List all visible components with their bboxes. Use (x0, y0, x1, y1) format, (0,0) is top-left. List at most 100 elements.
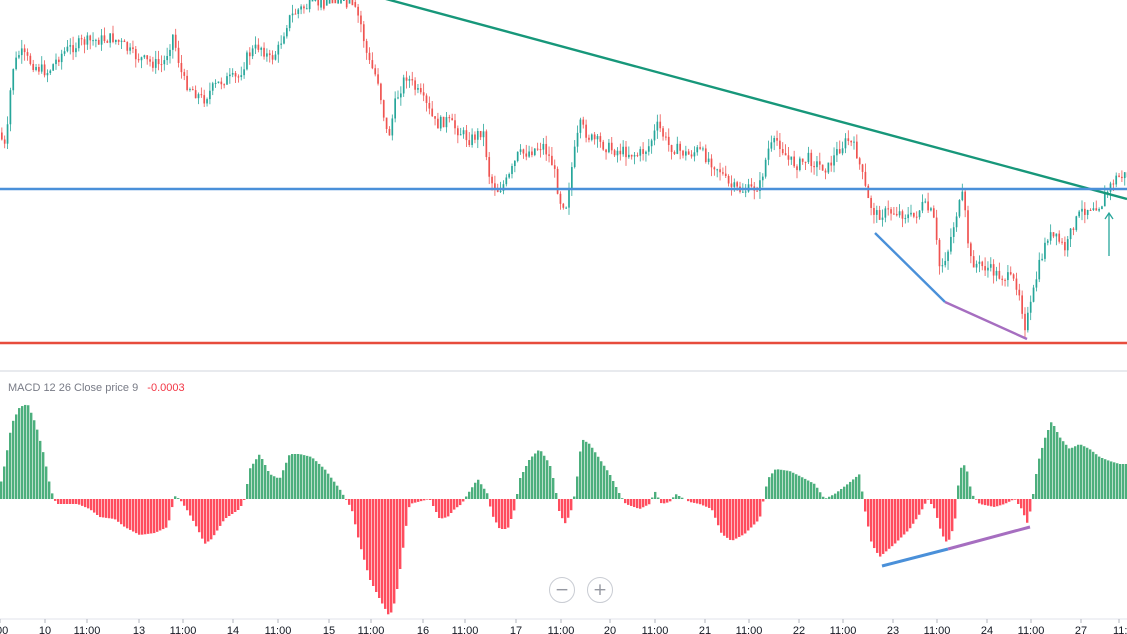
macd-bar (840, 489, 842, 499)
candle-body (628, 155, 630, 157)
candle-body (1095, 208, 1097, 210)
macd-bar (291, 454, 293, 499)
macd-bar (585, 442, 587, 499)
candle-body (751, 184, 753, 186)
macd-bar (174, 496, 176, 499)
macd-bar (528, 460, 530, 499)
candle-body (879, 210, 881, 220)
macd-bar (258, 455, 260, 499)
macd-bar (327, 474, 329, 499)
macd-bar (846, 484, 848, 499)
up-arrow-icon (1105, 213, 1113, 256)
candle-body (394, 98, 396, 118)
macd-bar (321, 467, 323, 499)
candle-body (996, 271, 998, 276)
price-divergence-line-2[interactable] (945, 302, 1027, 339)
price-divergence-line-1[interactable] (875, 233, 945, 302)
candle-body (121, 41, 123, 42)
candle-body (366, 41, 368, 53)
macd-bar (1113, 462, 1115, 499)
candle-body (383, 100, 385, 117)
macd-bar (963, 465, 965, 499)
macd-bar (1053, 426, 1055, 499)
time-axis-label: 15 (323, 625, 335, 634)
candle-body (1110, 183, 1112, 191)
macd-bar (513, 499, 515, 510)
candle-body (10, 90, 12, 124)
candle-body (81, 38, 83, 39)
candle-body (850, 141, 852, 142)
macd-bar (1011, 499, 1013, 500)
macd-bar (558, 499, 560, 511)
descending-trendline[interactable] (375, 0, 1127, 199)
macd-bar (1107, 460, 1109, 499)
candle-body (326, 0, 328, 6)
macd-bar (546, 460, 548, 499)
macd-bar (576, 477, 578, 500)
macd-bar (888, 499, 890, 549)
macd-bar (1101, 458, 1103, 499)
macd-bar (219, 499, 221, 526)
candle-body (1087, 210, 1089, 215)
candle-body (380, 84, 382, 100)
macd-bar (648, 499, 650, 504)
candle-body (582, 120, 584, 125)
candle-body (163, 60, 165, 64)
macd-bar (369, 499, 371, 580)
macd-bar (387, 499, 389, 614)
candle-body (933, 208, 935, 217)
candle-body (927, 201, 929, 210)
macd-bar (96, 499, 98, 515)
candle-body (514, 161, 516, 166)
macd-bar (252, 464, 254, 499)
macd-bar (621, 498, 623, 499)
time-axis-label: 11:00 (924, 625, 951, 634)
time-axis-label: 14 (227, 625, 239, 634)
macd-divergence-line-1[interactable] (882, 549, 948, 566)
candle-body (756, 191, 758, 192)
candle-body (243, 69, 245, 75)
macd-legend-label: MACD 12 26 Close price 9 (8, 382, 138, 394)
candle-body (488, 157, 490, 177)
macd-bar (72, 499, 74, 504)
macd-legend: MACD 12 26 Close price 9 -0.0003 (8, 382, 185, 394)
macd-bar (942, 499, 944, 537)
candle-body (1001, 279, 1003, 280)
macd-bar (582, 440, 584, 499)
candle-body (902, 211, 904, 218)
candle-body (258, 45, 260, 50)
macd-bar (717, 499, 719, 525)
macd-bar (819, 492, 821, 499)
candle-body (183, 72, 185, 76)
macd-bar (99, 499, 101, 517)
time-axis-label: 11:00 (736, 625, 763, 634)
macd-bar (837, 491, 839, 499)
macd-bar (903, 499, 905, 535)
zoom-out-button[interactable]: − (549, 577, 575, 603)
macd-bar (663, 499, 665, 503)
macd-bar (228, 499, 230, 516)
candle-body (126, 42, 128, 51)
candle-body (867, 186, 869, 198)
macd-bar (1047, 430, 1049, 499)
candle-body (112, 33, 114, 42)
macd-bar (735, 499, 737, 539)
candle-body (617, 151, 619, 155)
macd-bar (147, 499, 149, 534)
macd-bar (1017, 499, 1019, 504)
candle-body (696, 147, 698, 152)
candle-body (825, 171, 827, 173)
macd-bar (477, 480, 479, 499)
candle-body (67, 47, 69, 52)
zoom-in-button[interactable]: + (587, 577, 613, 603)
candle-body (1115, 176, 1117, 185)
candle-body (887, 208, 889, 209)
macd-bar (534, 454, 536, 500)
macd-bar (75, 499, 77, 504)
macd-bar (927, 499, 929, 500)
candle-body (1075, 216, 1077, 230)
macd-divergence-line-2[interactable] (948, 527, 1030, 549)
macd-bar (429, 499, 431, 500)
